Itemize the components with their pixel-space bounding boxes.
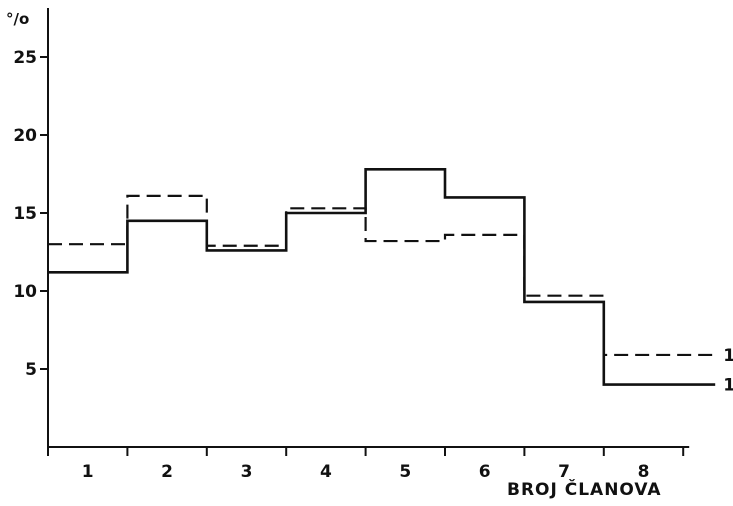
labels-group: °/o BROJ ČLANOVA (6, 10, 662, 500)
x-tick-label: 2 (161, 462, 173, 482)
x-tick-label: 1 (82, 462, 94, 482)
y-tick-label: 25 (13, 48, 37, 68)
y-tick-label: 15 (13, 204, 37, 224)
axes (47, 8, 690, 448)
legend-label-1961: 1961 (723, 376, 733, 396)
y-tick-label: 5 (25, 360, 37, 380)
y-tick-label: 20 (13, 126, 37, 146)
x-tick-label: 5 (399, 462, 411, 482)
x-tick-label: 8 (638, 462, 650, 482)
x-tick-label: 4 (320, 462, 332, 482)
x-tick-label: 6 (479, 462, 491, 482)
y-tick-label: 10 (13, 282, 37, 302)
series-group: 1981 1961 (48, 168, 733, 396)
series-1981-point (563, 294, 566, 297)
x-axis-ticks: 1 2 3 4 5 6 7 8 (47, 447, 685, 482)
x-axis-label: BROJ ČLANOVA (507, 478, 662, 500)
y-axis-ticks: 5 10 15 20 25 (13, 48, 48, 380)
x-tick-label: 3 (241, 462, 253, 482)
y-axis-unit-label: °/o (6, 10, 29, 28)
series-1981-point (86, 243, 89, 246)
legend-label-1981: 1981 (723, 346, 733, 366)
x-tick-label: 7 (558, 462, 570, 482)
series-1961-line (48, 168, 716, 386)
series-1981-line (48, 194, 716, 357)
